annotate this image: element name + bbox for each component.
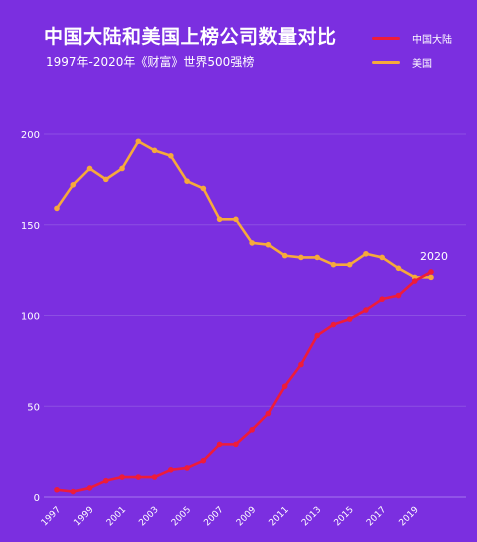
data-point-usa	[281, 252, 288, 259]
data-point-china	[249, 427, 255, 433]
legend-swatch-usa	[372, 60, 400, 64]
data-point-china	[314, 332, 320, 339]
data-point-usa	[428, 274, 434, 281]
y-tick-label: 100	[21, 312, 40, 323]
data-point-usa	[249, 240, 255, 246]
data-point-china	[379, 296, 386, 302]
data-point-china	[86, 485, 93, 491]
data-point-china	[168, 466, 174, 473]
data-point-china	[346, 316, 353, 322]
x-tick-label: 2001	[105, 505, 128, 528]
x-tick-label: 2005	[170, 505, 193, 528]
data-point-china	[102, 477, 109, 484]
data-point-china	[298, 361, 304, 368]
data-point-usa	[216, 216, 223, 223]
x-tick-label: 2009	[235, 505, 258, 528]
x-tick-label: 2011	[268, 505, 291, 528]
data-point-usa	[330, 261, 337, 268]
data-point-china	[265, 410, 272, 417]
x-tick-label: 2017	[365, 505, 388, 528]
data-point-china	[428, 269, 434, 275]
data-point-usa	[54, 205, 60, 212]
legend-swatch-china	[372, 36, 400, 40]
x-tick-label: 2003	[137, 505, 160, 528]
annotation-2020: 2020	[420, 250, 448, 263]
series-line-china	[55, 270, 433, 493]
x-tick-label: 2015	[333, 505, 356, 528]
legend-item-usa: 美国	[372, 50, 452, 74]
chart-title: 中国大陆和美国上榜公司数量对比	[44, 26, 337, 48]
data-point-usa	[233, 216, 239, 223]
x-tick-label: 1997	[40, 505, 63, 528]
data-point-china	[363, 307, 369, 313]
y-tick-label: 50	[27, 402, 40, 413]
data-point-usa	[298, 254, 304, 261]
x-tick-label: 2007	[202, 505, 225, 528]
legend: 中国大陆 美国	[372, 26, 452, 74]
data-point-china	[395, 292, 402, 299]
data-point-usa	[363, 250, 369, 257]
y-tick-label: 150	[21, 221, 40, 232]
x-tick-label: 1999	[72, 505, 95, 528]
legend-label-usa: 美国	[412, 58, 432, 70]
data-point-china	[330, 321, 337, 328]
legend-item-china: 中国大陆	[372, 26, 452, 50]
data-point-china	[411, 278, 418, 284]
data-point-china	[70, 488, 77, 495]
data-point-usa	[119, 165, 125, 172]
data-point-usa	[151, 147, 158, 154]
data-point-usa	[395, 265, 402, 272]
series-line-usa	[55, 139, 433, 279]
data-point-usa	[102, 176, 109, 183]
data-point-usa	[200, 185, 207, 192]
data-point-china	[151, 474, 158, 480]
data-point-china	[216, 441, 223, 448]
data-point-china	[119, 474, 125, 480]
y-tick-label: 0	[34, 493, 40, 504]
data-point-usa	[70, 182, 77, 188]
x-tick-label: 2019	[398, 505, 421, 528]
data-point-china	[54, 486, 60, 493]
data-point-usa	[168, 152, 174, 159]
data-point-usa	[379, 254, 386, 261]
data-point-usa	[265, 241, 272, 248]
legend-label-china: 中国大陆	[412, 34, 452, 46]
data-point-china	[184, 465, 190, 471]
data-point-usa	[184, 178, 190, 184]
y-tick-label: 200	[21, 130, 40, 141]
data-point-china	[281, 383, 288, 390]
data-point-usa	[86, 165, 93, 172]
data-point-usa	[346, 261, 353, 268]
data-point-usa	[135, 138, 142, 145]
data-point-china	[200, 457, 207, 464]
data-point-usa	[314, 254, 320, 261]
data-point-china	[135, 474, 142, 480]
data-point-china	[233, 441, 239, 448]
x-tick-label: 2013	[300, 505, 323, 528]
chart-subtitle: 1997年-2020年《财富》世界500强榜	[46, 55, 255, 69]
